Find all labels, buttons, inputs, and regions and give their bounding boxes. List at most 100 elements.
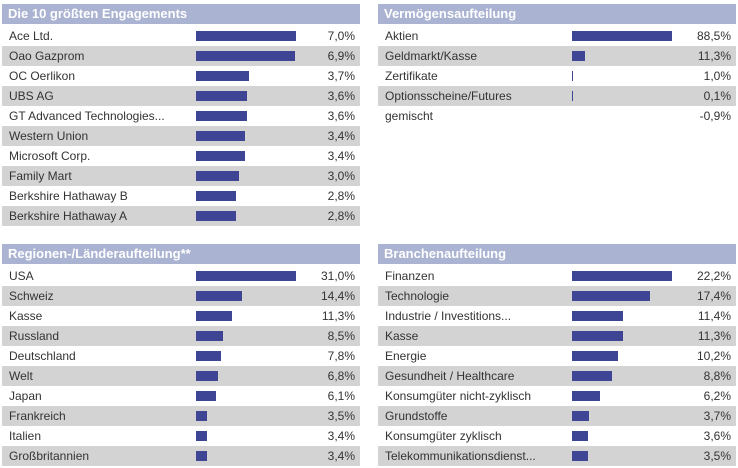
row-value: 31,0% — [320, 269, 355, 283]
table-row: Japan 6,1% — [2, 386, 360, 406]
row-value: 3,7% — [327, 69, 355, 83]
table-row: Gesundheit / Healthcare 8,8% — [378, 366, 736, 386]
row-label: Family Mart — [9, 169, 72, 183]
bar-mark — [196, 331, 223, 341]
table-row: Russland 8,5% — [2, 326, 360, 346]
table-row: UBS AG 3,6% — [2, 86, 360, 106]
row-label: Japan — [9, 389, 42, 403]
bar-mark — [572, 391, 600, 401]
row-label: Industrie / Investitions... — [385, 309, 512, 323]
row-value: 11,4% — [697, 309, 731, 323]
bar-mark — [196, 391, 216, 401]
bar-list: Finanzen 22,2% Technologie 17,4% Industrie /… — [378, 266, 736, 466]
row-value: 6,1% — [327, 389, 355, 403]
row-label: Großbritannien — [9, 449, 90, 463]
row-value: 3,0% — [327, 169, 355, 183]
bar-list: USA 31,0% Schweiz 14,4% Kasse 11,3% Russland 8,… — [2, 266, 360, 466]
row-value: 1,0% — [703, 69, 731, 83]
row-label: OC Oerlikon — [9, 69, 76, 83]
panel-asset-allocation: Vermögensaufteilung Aktien 88,5% Geldmarkt… — [378, 4, 736, 126]
table-row: Kasse 11,3% — [2, 306, 360, 326]
row-label: Telekommunikationsdienst... — [385, 449, 536, 463]
bar-mark — [196, 351, 221, 361]
bar-list: Ace Ltd. 7,0% Oao Gazprom 6,9% OC Oerlikon 3,… — [2, 26, 360, 226]
row-value: 6,2% — [703, 389, 731, 403]
row-label: gemischt — [385, 109, 434, 123]
row-value: 17,4% — [696, 289, 731, 303]
row-value: 11,3% — [697, 329, 731, 343]
bar-mark — [572, 431, 588, 441]
bar-mark — [196, 291, 242, 301]
row-value: 3,4% — [327, 449, 355, 463]
table-row: Oao Gazprom 6,9% — [2, 46, 360, 66]
bar-mark — [196, 131, 245, 141]
bar-mark — [572, 311, 623, 321]
panel-title: Vermögensaufteilung — [378, 4, 736, 26]
row-label: GT Advanced Technologies... — [9, 109, 165, 123]
row-value: 2,8% — [327, 209, 355, 223]
row-value: 88,5% — [696, 29, 731, 43]
panel-regions: Regionen-/Länderaufteilung** USA 31,0% Sch… — [2, 244, 360, 466]
table-row: Berkshire Hathaway A 2,8% — [2, 206, 360, 226]
bar-mark — [572, 31, 672, 41]
row-label: Frankreich — [9, 409, 66, 423]
row-label: Aktien — [385, 29, 419, 43]
table-row: Deutschland 7,8% — [2, 346, 360, 366]
row-value: 22,2% — [696, 269, 731, 283]
table-row: gemischt -0,9% — [378, 106, 736, 126]
bar-mark — [196, 151, 245, 161]
row-value: 3,6% — [327, 109, 355, 123]
table-row: Geldmarkt/Kasse 11,3% — [378, 46, 736, 66]
row-label: Ace Ltd. — [9, 29, 54, 43]
panel-sectors: Branchenaufteilung Finanzen 22,2% Technolo… — [378, 244, 736, 466]
bar-mark — [196, 271, 296, 281]
bar-mark — [196, 211, 236, 221]
row-label: Kasse — [9, 309, 43, 323]
row-value: 3,5% — [703, 449, 731, 463]
bar-mark — [196, 111, 247, 121]
row-value: 11,3% — [697, 49, 731, 63]
bar-mark — [572, 451, 588, 461]
row-value: 6,9% — [327, 49, 355, 63]
row-label: Berkshire Hathaway A — [9, 209, 128, 223]
table-row: Telekommunikationsdienst... 3,5% — [378, 446, 736, 466]
table-row: Kasse 11,3% — [378, 326, 736, 346]
table-row: Finanzen 22,2% — [378, 266, 736, 286]
bar-mark — [196, 71, 249, 81]
panel-title: Branchenaufteilung — [378, 244, 736, 266]
table-row: Berkshire Hathaway B 2,8% — [2, 186, 360, 206]
table-row: Family Mart 3,0% — [2, 166, 360, 186]
row-label: Schweiz — [9, 289, 54, 303]
row-label: Energie — [385, 349, 427, 363]
row-label: Berkshire Hathaway B — [9, 189, 128, 203]
table-row: Großbritannien 3,4% — [2, 446, 360, 466]
bar-mark — [572, 331, 623, 341]
row-value: 7,8% — [327, 349, 355, 363]
row-label: Geldmarkt/Kasse — [385, 49, 478, 63]
row-label: Western Union — [9, 129, 89, 143]
table-row: Schweiz 14,4% — [2, 286, 360, 306]
row-label: Deutschland — [9, 349, 76, 363]
row-label: Konsumgüter zyklisch — [385, 429, 502, 443]
bar-mark — [572, 351, 618, 361]
row-label: Kasse — [385, 329, 419, 343]
row-value: -0,9% — [699, 109, 731, 123]
bar-mark — [196, 311, 232, 321]
table-row: Technologie 17,4% — [378, 286, 736, 306]
table-row: USA 31,0% — [2, 266, 360, 286]
bar-mark — [196, 31, 296, 41]
table-row: Ace Ltd. 7,0% — [2, 26, 360, 46]
table-row: Konsumgüter zyklisch 3,6% — [378, 426, 736, 446]
bar-mark — [572, 291, 650, 301]
bar-mark — [196, 191, 236, 201]
row-label: Grundstoffe — [385, 409, 448, 423]
panel-top-holdings: Die 10 größten Engagements Ace Ltd. 7,0% O… — [2, 4, 360, 226]
table-row: Italien 3,4% — [2, 426, 360, 446]
bar-mark — [572, 71, 573, 81]
row-value: 8,5% — [327, 329, 355, 343]
row-value: 6,8% — [327, 369, 355, 383]
row-label: USA — [9, 269, 34, 283]
row-label: Oao Gazprom — [9, 49, 85, 63]
table-row: Zertifikate 1,0% — [378, 66, 736, 86]
row-value: 8,8% — [703, 369, 731, 383]
